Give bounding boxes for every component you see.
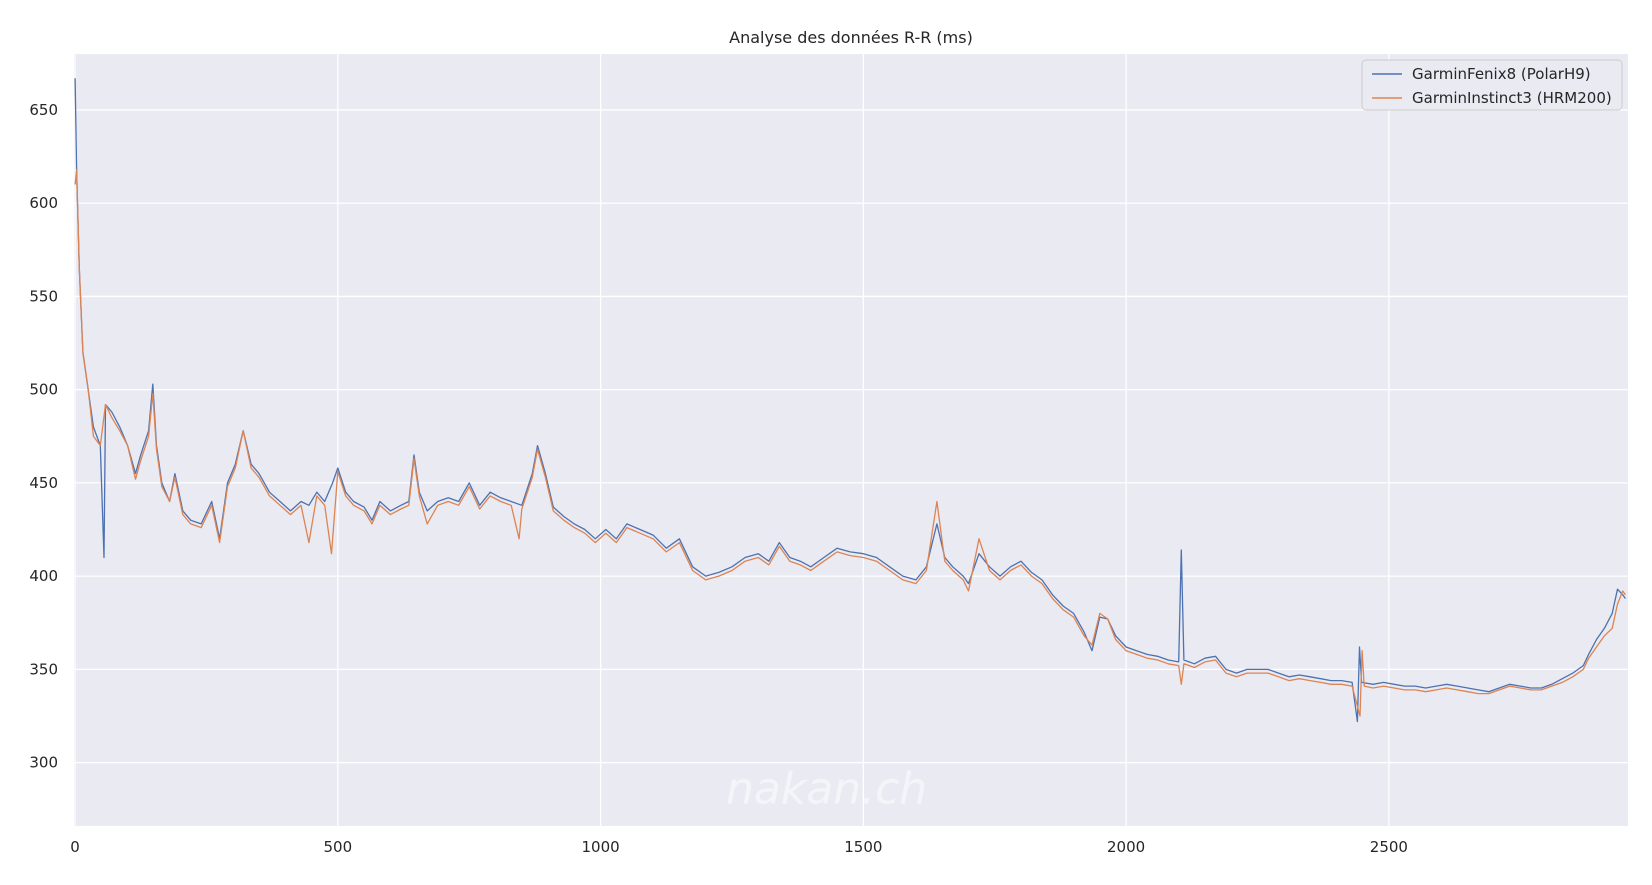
series-layer [74,78,1626,723]
plot-area [74,54,1628,826]
watermark: nakan.ch [726,764,927,815]
y-tick-label: 300 [29,754,58,772]
y-tick-label: 650 [29,101,58,119]
tick-labels: 0 500 1000 1500 2000 2500 300 350 400 450 500 550 60… [29,101,1408,856]
y-tick-label: 500 [29,381,58,399]
x-tick-label: 0 [70,838,80,856]
legend-label: GarminFenix8 (PolarH9) [1412,65,1591,83]
chart-title: Analyse des données R-R (ms) [729,28,973,47]
legend-label: GarminInstinct3 (HRM200) [1412,89,1612,107]
y-tick-label: 400 [29,567,58,585]
x-tick-label: 2500 [1370,838,1408,856]
y-tick-label: 600 [29,194,58,212]
watermark-text: nakan.ch [726,764,927,815]
x-tick-label: 1500 [844,838,882,856]
series-line-1 [74,168,1626,717]
legend-box [1361,59,1623,111]
x-tick-label: 500 [323,838,352,856]
x-tick-label: 2000 [1107,838,1145,856]
x-tick-label: 1000 [581,838,619,856]
y-tick-label: 450 [29,474,58,492]
y-tick-label: 350 [29,660,58,678]
legend: GarminFenix8 (PolarH9) GarminInstinct3 (H… [1361,59,1623,111]
y-tick-label: 550 [29,287,58,305]
